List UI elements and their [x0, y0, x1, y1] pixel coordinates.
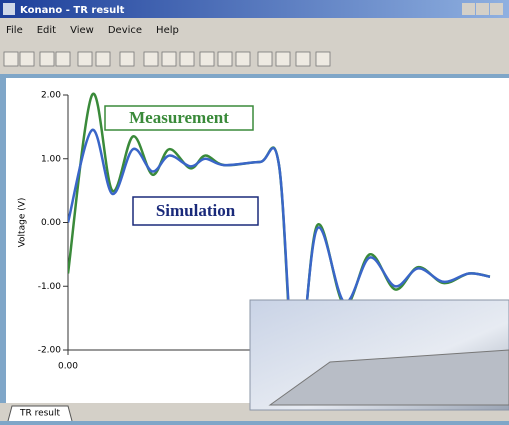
- menu-item[interactable]: Edit: [37, 25, 56, 36]
- y-tick-label: -2.00: [38, 346, 62, 356]
- tool-button[interactable]: [275, 51, 291, 67]
- tool-button[interactable]: [199, 51, 215, 67]
- tool-button[interactable]: [19, 51, 35, 67]
- tool-button[interactable]: [119, 51, 135, 67]
- annotation-box: [132, 196, 259, 226]
- tool-button[interactable]: [39, 51, 55, 67]
- tool-button[interactable]: [235, 51, 251, 67]
- tool-button[interactable]: [257, 51, 273, 67]
- tool-button[interactable]: [143, 51, 159, 67]
- menu-item[interactable]: Device: [108, 25, 142, 36]
- y-tick-label: 0.00: [41, 218, 61, 228]
- menu-bar: File Edit View Device Help: [6, 25, 179, 36]
- y-tick-label: -1.00: [38, 282, 62, 292]
- tool-button[interactable]: [3, 51, 19, 67]
- menu-item[interactable]: File: [6, 25, 23, 36]
- annotation: Measurement: [129, 108, 229, 127]
- tool-button[interactable]: [161, 51, 177, 67]
- plot: 2.00 1.00 0.00 -1.00 -2.00 0.00 Voltage (V) Mea…: [18, 91, 491, 380]
- tool-button[interactable]: [315, 51, 331, 67]
- window-buttons: [462, 3, 503, 15]
- tool-button[interactable]: [95, 51, 111, 67]
- minimize-button[interactable]: [462, 3, 475, 15]
- toolbar: [3, 51, 331, 67]
- y-tick-label: 2.00: [41, 91, 61, 101]
- tool-button[interactable]: [77, 51, 93, 67]
- tool-button[interactable]: [179, 51, 195, 67]
- title-bar: [0, 0, 509, 18]
- series-line: [68, 128, 491, 380]
- tab-label[interactable]: TR result: [19, 409, 61, 419]
- tool-button[interactable]: [55, 51, 71, 67]
- tab[interactable]: [7, 405, 73, 422]
- tool-button[interactable]: [217, 51, 233, 67]
- window-title: Konano - TR result: [20, 5, 125, 16]
- annotation: Simulation: [156, 201, 236, 220]
- menu-item[interactable]: Help: [156, 25, 179, 36]
- y-tick-label: 1.00: [41, 154, 61, 164]
- device-image: [268, 349, 509, 406]
- maximize-button[interactable]: [476, 3, 489, 15]
- app-icon: [3, 3, 15, 15]
- annotation-box: [104, 105, 254, 131]
- y-axis-label: Voltage (V): [18, 198, 28, 248]
- tool-button[interactable]: [295, 51, 311, 67]
- menu-item[interactable]: View: [70, 25, 94, 36]
- x-tick-label: 0.00: [58, 362, 78, 372]
- close-button[interactable]: [490, 3, 503, 15]
